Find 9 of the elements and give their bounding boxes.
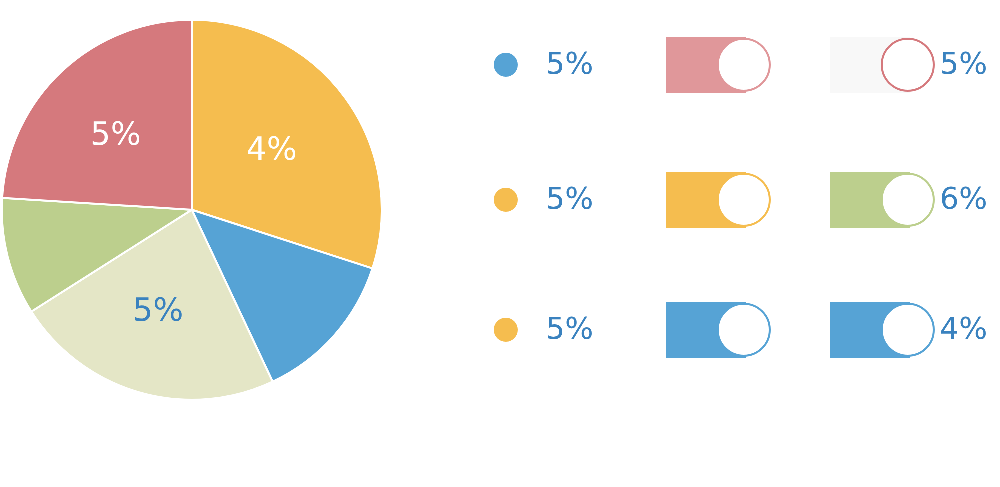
text: 5% — [546, 181, 594, 219]
text: 6% — [940, 181, 988, 219]
text: 5% — [940, 46, 988, 84]
text: 4% — [940, 311, 988, 349]
text: 5% — [90, 114, 142, 154]
text: 5% — [546, 46, 594, 84]
text: 4% — [246, 128, 298, 169]
text: 5% — [546, 311, 594, 349]
text: 5% — [132, 290, 184, 330]
